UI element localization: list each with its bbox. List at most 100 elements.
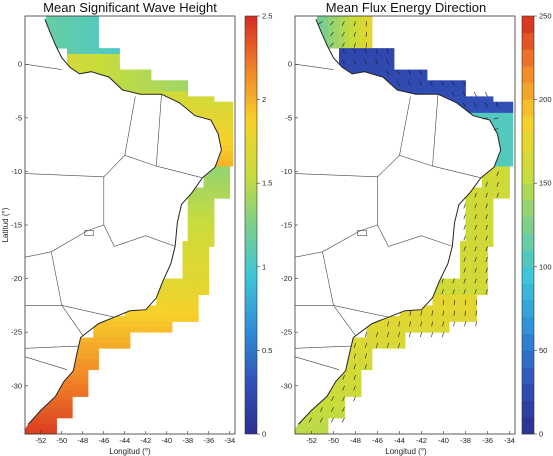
state-borders-left (24, 63, 203, 370)
direction-arrow (463, 235, 466, 241)
direction-arrow (342, 375, 345, 380)
direction-arrow (495, 102, 499, 108)
direction-arrow (485, 181, 488, 187)
axis-ticks-right: -52 -50 -48 -46 -44 -42 -40 -38 -36 -34 0 -5 -10 -15 -… (281, 60, 515, 445)
direction-arrow (463, 257, 466, 263)
colorbar-tick-label: 1.5 (262, 179, 272, 188)
direction-arrow (464, 321, 466, 327)
ylabel-left: Latitud (°) (1, 207, 10, 242)
direction-arrow (409, 321, 411, 327)
direction-arrow (496, 192, 499, 198)
direction-arrow (451, 91, 455, 97)
ytick-label: 0 (18, 60, 22, 69)
direction-arrow (485, 224, 488, 230)
direction-arrow (463, 203, 466, 209)
direction-arrow (353, 59, 356, 65)
direction-arrow (387, 321, 389, 327)
direction-arrow (431, 332, 433, 338)
direction-arrow (329, 21, 334, 26)
chart-title-right: Mean Flux Energy Direction (326, 0, 486, 15)
xtick-label: -50 (328, 436, 339, 445)
xtick-label: -40 (161, 436, 172, 445)
ytick-label: -20 (281, 274, 292, 283)
direction-arrow (493, 117, 499, 120)
xlabel-right: Longitud (°) (385, 447, 427, 456)
direction-arrow (319, 417, 323, 423)
direction-arrow (408, 81, 411, 86)
direction-arrow (464, 310, 466, 316)
colorbar-right: 250 200 150 100 50 0 (521, 12, 552, 439)
colorbar-tick-label: 1 (262, 262, 266, 271)
state-borders-right (294, 63, 481, 370)
direction-arrow (453, 321, 455, 327)
direction-arrow (475, 310, 477, 316)
direction-arrow (387, 342, 389, 348)
xlabel-left: Longitud (°) (109, 447, 151, 456)
xtick-label: -42 (140, 436, 151, 445)
ytick-label: -15 (281, 221, 292, 230)
direction-arrow (420, 310, 422, 316)
xtick-label: -40 (438, 436, 449, 445)
colorbar-tick-label: 50 (539, 346, 547, 355)
xtick-label: -36 (482, 436, 493, 445)
direction-arrow (320, 407, 323, 412)
direction-arrow (409, 310, 411, 316)
xtick-label: -34 (504, 436, 515, 445)
direction-arrow (485, 203, 488, 209)
direction-arrow (463, 267, 466, 273)
direction-arrow (442, 310, 444, 316)
direction-arrow (474, 267, 477, 273)
direction-arrow (474, 203, 477, 209)
direction-arrow (452, 278, 455, 284)
ytick-label: -10 (281, 167, 292, 176)
direction-arrow (463, 81, 466, 86)
direction-arrow (496, 181, 499, 187)
direction-arrow (485, 214, 488, 220)
direction-arrow (496, 171, 499, 177)
colorbar-ticks-right: 250 200 150 100 50 0 (534, 12, 552, 439)
direction-arrow (485, 267, 488, 273)
direction-arrow (463, 224, 466, 230)
direction-arrow (419, 70, 422, 76)
xtick-label: -34 (224, 436, 235, 445)
colorbar-tick-label: 2 (262, 95, 266, 104)
ytick-label: -25 (11, 328, 22, 337)
direction-arrow (474, 235, 477, 241)
direction-arrow (353, 48, 356, 54)
direction-arrow (452, 81, 455, 86)
direction-arrow (419, 81, 422, 86)
xtick-label: -48 (77, 436, 88, 445)
direction-arrow (420, 321, 422, 327)
xtick-label: -52 (306, 436, 317, 445)
direction-arrow (353, 375, 356, 380)
direction-arrow (485, 235, 488, 241)
direction-arrow (353, 353, 356, 359)
direction-arrow (341, 417, 345, 423)
xtick-label: -44 (394, 436, 405, 445)
direction-arrow (408, 70, 411, 76)
direction-arrow (474, 246, 477, 252)
direction-arrow (463, 289, 466, 295)
direction-arrow (386, 59, 389, 65)
direction-arrow (474, 214, 477, 220)
direction-arrow (441, 81, 444, 86)
direction-arrow (398, 321, 400, 327)
direction-arrow (398, 332, 400, 338)
direction-arrow (474, 289, 477, 295)
ytick-label: -5 (285, 113, 292, 122)
direction-arrow (452, 289, 455, 295)
direction-arrow (397, 81, 400, 86)
direction-arrow (475, 321, 477, 327)
direction-arrow (463, 214, 466, 220)
colorbar-tick-label: 0 (539, 430, 543, 439)
direction-arrow (431, 310, 433, 316)
direction-arrow (430, 81, 433, 86)
direction-arrow (474, 224, 477, 230)
direction-arrow (431, 321, 433, 327)
direction-arrow (353, 385, 356, 391)
xtick-label: -52 (35, 436, 46, 445)
direction-arrow (485, 289, 488, 295)
direction-arrow (453, 310, 455, 316)
direction-arrow (353, 396, 356, 402)
